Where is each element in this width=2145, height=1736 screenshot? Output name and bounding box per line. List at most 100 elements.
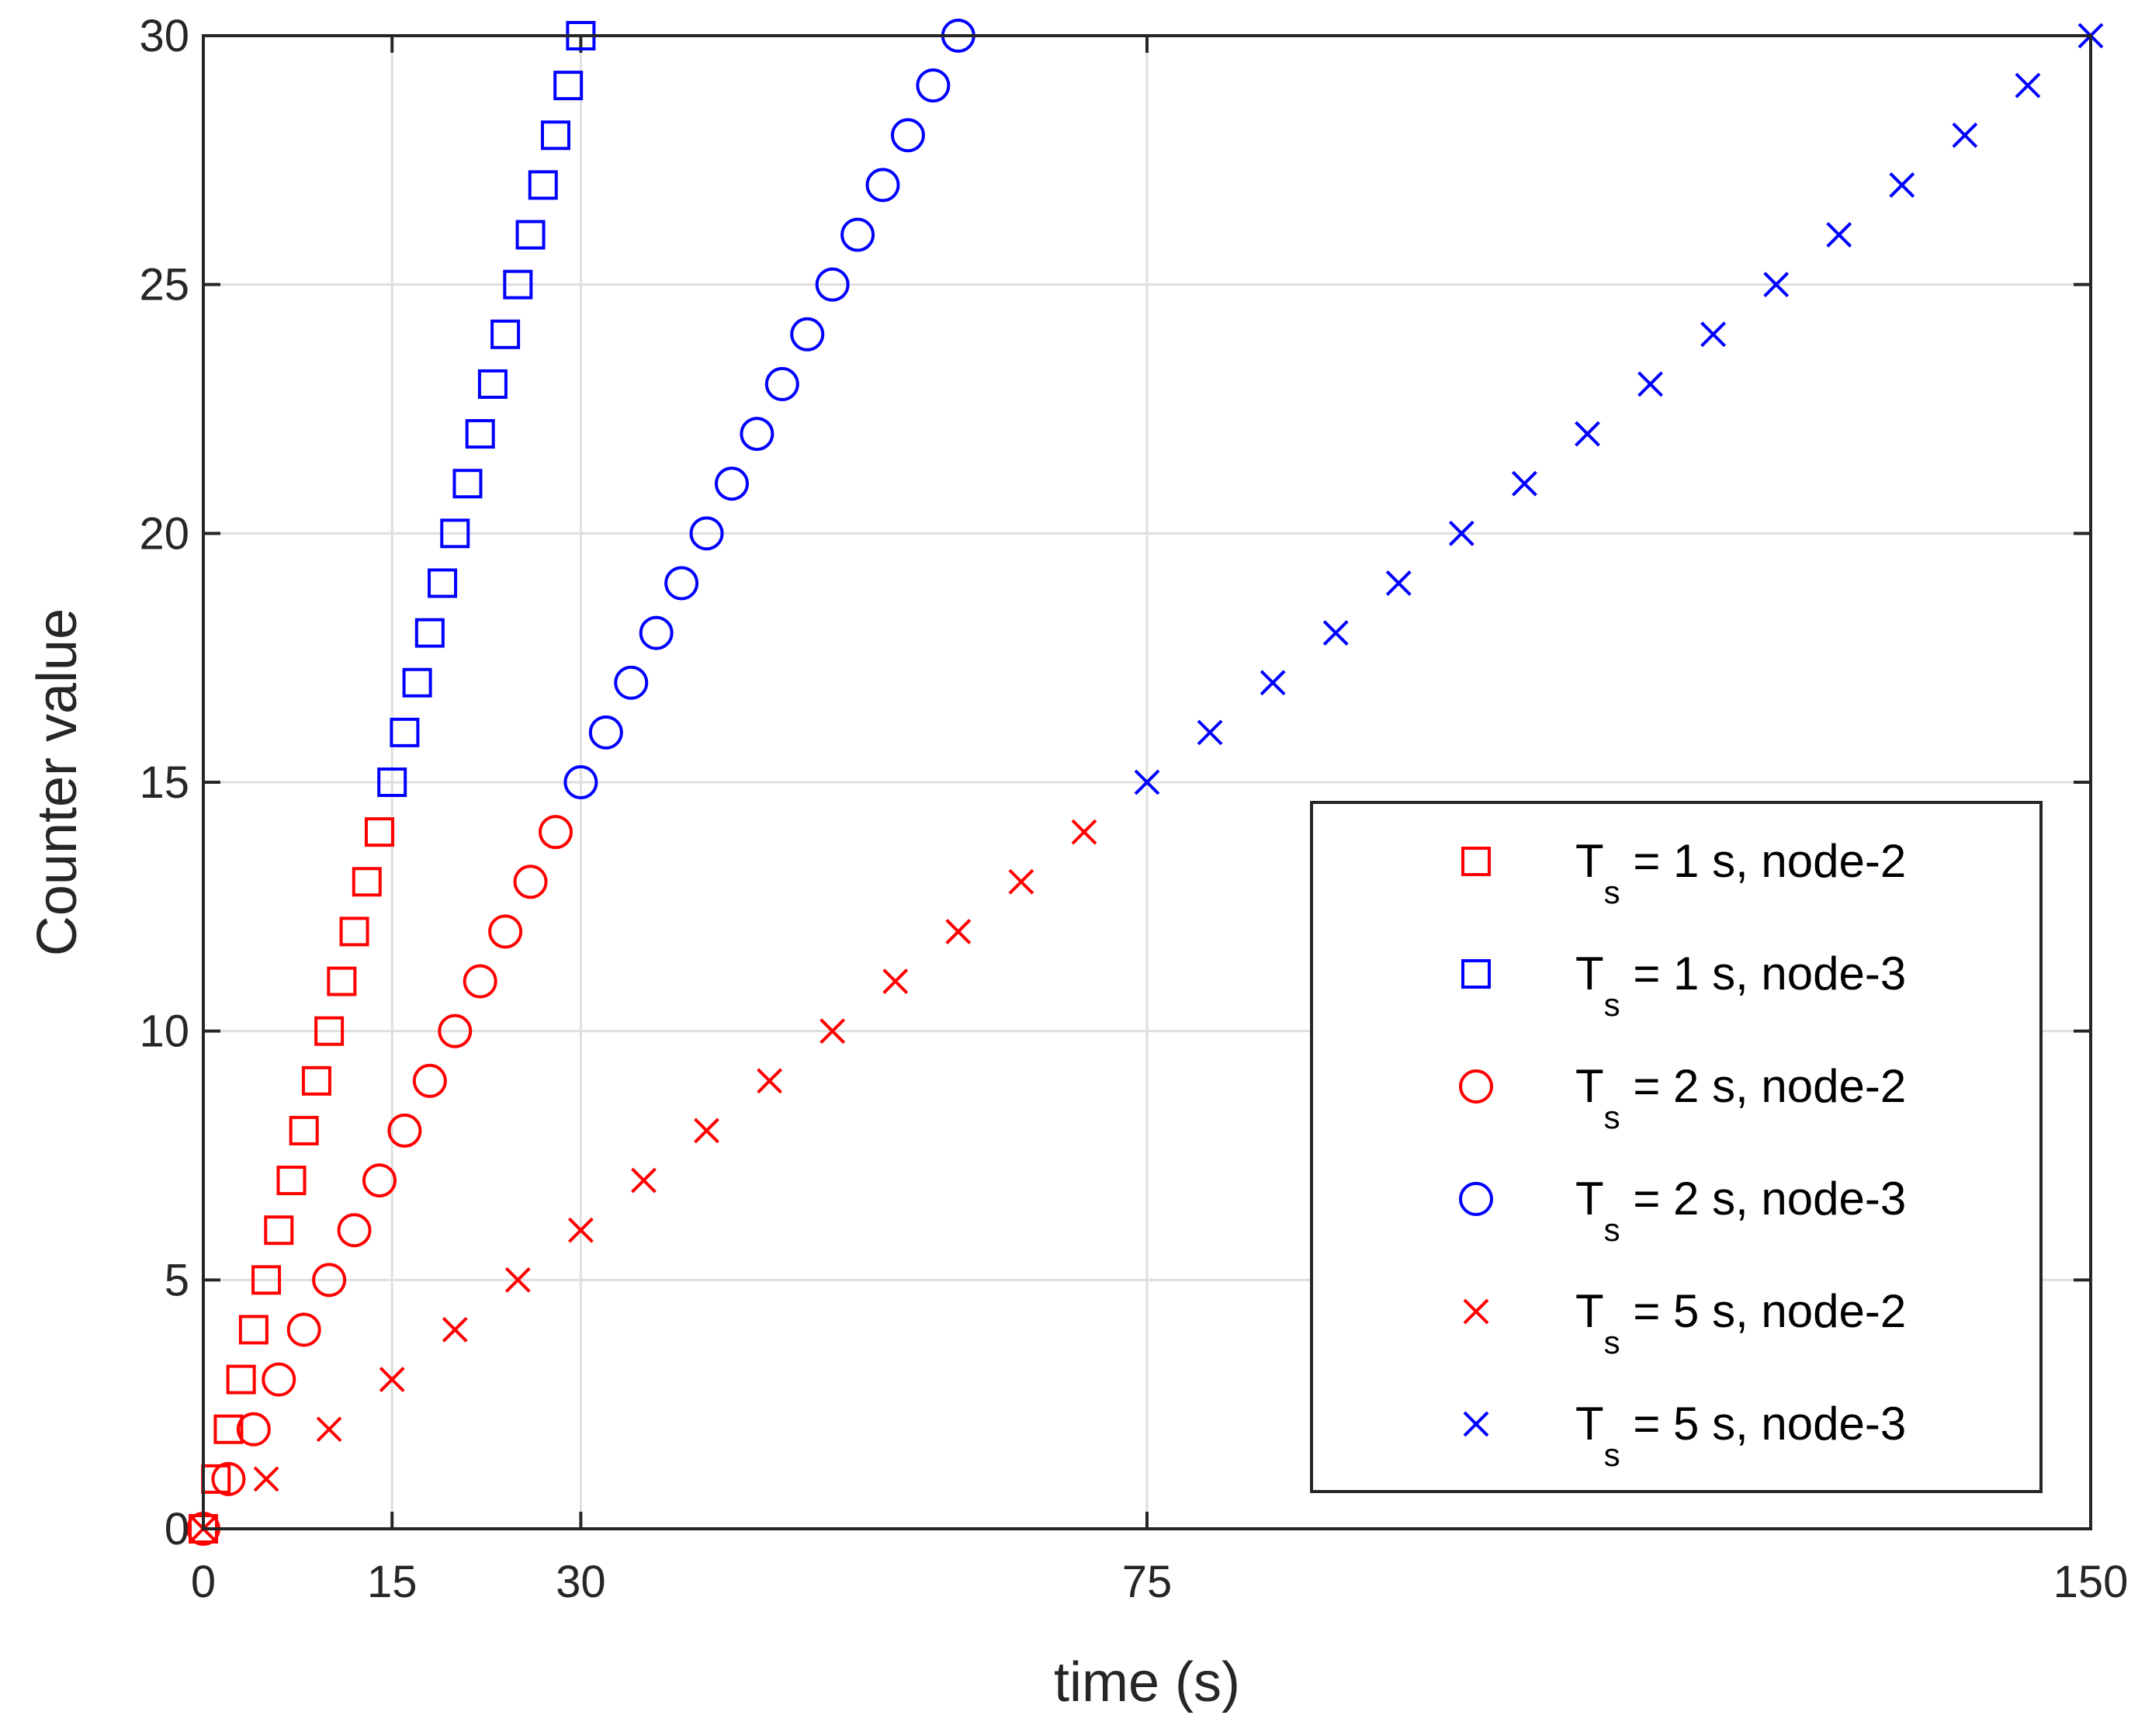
data-point — [588, 715, 623, 750]
series-2 — [377, 21, 596, 797]
data-point — [390, 717, 420, 747]
series-6 — [1134, 23, 2104, 795]
data-point — [757, 1068, 783, 1094]
data-point — [327, 966, 357, 996]
data-point — [1448, 520, 1474, 546]
data-point — [477, 369, 508, 399]
data-point — [664, 566, 699, 601]
data-point — [689, 516, 724, 551]
data-point — [387, 1113, 422, 1148]
data-point — [865, 168, 900, 203]
data-point — [694, 1117, 719, 1144]
data-point — [840, 217, 875, 252]
data-point — [614, 665, 649, 700]
data-point — [465, 419, 495, 449]
data-point — [251, 1265, 282, 1295]
data-point — [2015, 72, 2041, 99]
x-tick-labels: 0 15 30 75 150 — [191, 1557, 2129, 1607]
data-point — [428, 568, 458, 598]
x-tick-label: 75 — [1122, 1557, 1173, 1607]
data-point — [740, 417, 774, 452]
legend: Ts = 1 s, node-2 Ts = 1 s, node-3 Ts = 2 s… — [1310, 801, 2043, 1493]
data-point — [452, 469, 483, 499]
data-point — [463, 964, 497, 999]
legend-marker — [1459, 1182, 1493, 1216]
data-point — [312, 1263, 347, 1298]
data-point — [1700, 321, 1727, 348]
legend-marker — [1461, 959, 1491, 989]
y-tick-label: 20 — [139, 508, 189, 559]
data-point — [538, 815, 573, 850]
data-point — [364, 817, 394, 847]
data-point — [377, 768, 407, 797]
legend-item-1: Ts = 1 s, node-2 — [1461, 835, 1906, 910]
legend-item-3: Ts = 2 s, node-2 — [1459, 1060, 1906, 1135]
x-axis-title: time (s) — [1054, 1651, 1240, 1713]
data-point — [567, 1217, 594, 1243]
data-point — [540, 120, 570, 151]
data-point — [337, 1213, 372, 1248]
data-point — [414, 618, 445, 648]
y-tick-label: 5 — [165, 1255, 189, 1305]
data-point — [314, 1016, 345, 1046]
legend-label: Ts = 2 s, node-3 — [1575, 1173, 1906, 1248]
legend-item-5: Ts = 5 s, node-2 — [1463, 1285, 1906, 1360]
data-point — [412, 1063, 447, 1098]
data-point — [402, 667, 432, 698]
data-point — [238, 1315, 269, 1345]
data-point — [352, 867, 382, 897]
plot-frame — [202, 34, 2092, 1530]
y-tick-label: 30 — [139, 11, 189, 61]
data-point — [339, 917, 369, 947]
legend-label: Ts = 1 s, node-3 — [1575, 948, 1906, 1023]
data-point — [264, 1215, 294, 1246]
data-point — [513, 865, 548, 899]
y-tick-label: 10 — [139, 1007, 189, 1057]
x-tick-label: 30 — [556, 1557, 606, 1607]
data-point — [1322, 620, 1349, 646]
data-point — [1511, 470, 1537, 497]
data-point — [1637, 371, 1663, 397]
data-point — [790, 317, 825, 352]
data-point — [211, 1461, 246, 1496]
data-point — [528, 170, 558, 200]
data-point — [515, 220, 546, 250]
y-axis-title: Counter value — [26, 608, 88, 956]
data-point — [563, 765, 598, 799]
data-point — [1575, 421, 1600, 447]
data-point — [1260, 670, 1286, 696]
legend-item-6: Ts = 5 s, node-3 — [1463, 1398, 1906, 1473]
data-point — [503, 269, 533, 300]
data-point — [1826, 222, 1852, 248]
data-point — [236, 1412, 271, 1447]
data-point — [440, 518, 470, 549]
data-point — [1197, 719, 1223, 746]
data-point — [286, 1312, 321, 1347]
legend-marker — [1461, 847, 1491, 876]
legend-box — [1310, 801, 2043, 1493]
data-point — [890, 118, 925, 153]
data-point — [553, 71, 584, 101]
series-5 — [190, 819, 1097, 1542]
x-tick-label: 15 — [367, 1557, 418, 1607]
legend-item-2: Ts = 1 s, node-3 — [1461, 948, 1906, 1023]
data-point — [438, 1014, 473, 1048]
y-tick-label: 0 — [165, 1504, 189, 1554]
data-point — [1071, 819, 1097, 845]
data-point — [316, 1416, 342, 1443]
data-point — [1763, 272, 1790, 298]
data-point — [253, 1466, 279, 1492]
y-tick-label: 25 — [139, 260, 189, 310]
legend-label: Ts = 2 s, node-2 — [1575, 1060, 1906, 1135]
x-tick-label: 150 — [2053, 1557, 2129, 1607]
legend-label: Ts = 5 s, node-2 — [1575, 1285, 1906, 1360]
data-point — [262, 1362, 296, 1397]
data-point — [362, 1163, 397, 1198]
data-point — [1008, 868, 1034, 895]
legend-marker — [1463, 1411, 1489, 1437]
data-point — [301, 1066, 331, 1096]
legend-marker — [1463, 1298, 1489, 1325]
series-1 — [189, 817, 394, 1544]
x-tick-label: 0 — [191, 1557, 216, 1607]
